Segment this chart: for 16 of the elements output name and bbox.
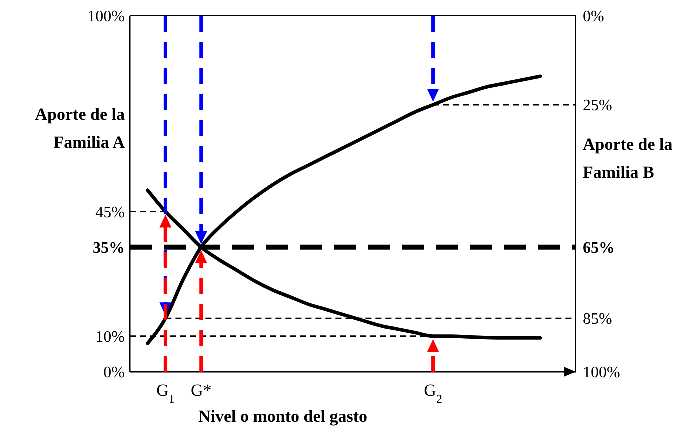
x-axis-title: Nivel o monto del gasto bbox=[198, 407, 368, 426]
y2-tick-label: 85% bbox=[583, 311, 612, 328]
y-tick-label: 45% bbox=[96, 204, 125, 222]
y-tick-label: 0% bbox=[104, 364, 125, 382]
y-tick-label: 10% bbox=[96, 329, 125, 346]
y2-tick-label: 0% bbox=[583, 8, 604, 26]
y-tick-label: 35% bbox=[93, 240, 125, 257]
y2-tick-label: 100% bbox=[583, 364, 620, 382]
y-tick-label: 100% bbox=[88, 8, 125, 26]
x-tick-label: G$_{2}$ bbox=[424, 381, 442, 406]
y2-axis-title: Aporte de la Familia B bbox=[583, 135, 674, 182]
x-tick-label: G* bbox=[190, 381, 212, 400]
y2-tick-label: 25% bbox=[583, 98, 612, 115]
x-tick-label: G$_{1}$ bbox=[156, 381, 175, 406]
y-axis-title: Aporte de la Familia A bbox=[35, 105, 126, 152]
y2-tick-label: 65% bbox=[583, 240, 615, 257]
